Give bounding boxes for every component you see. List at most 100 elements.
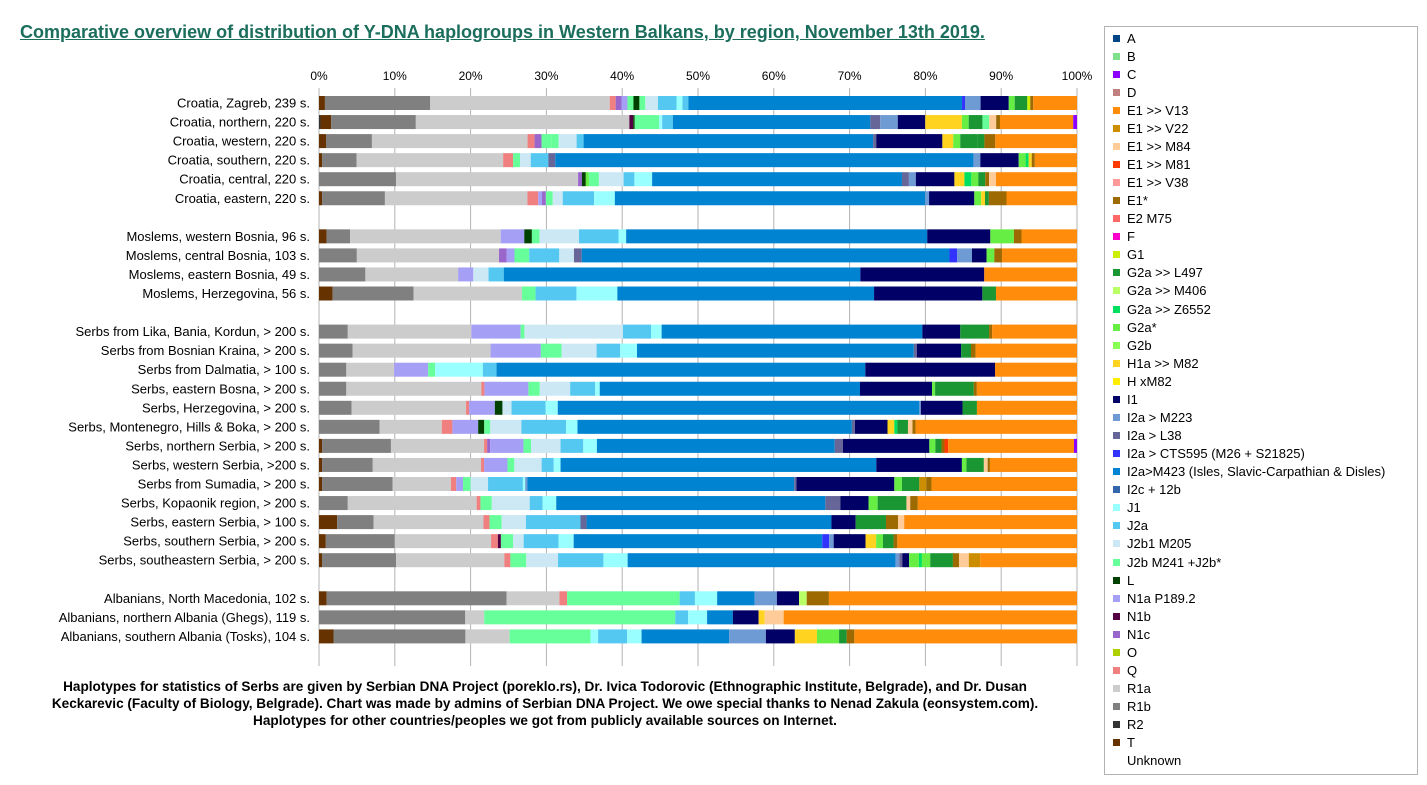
bar-segment: J2b1 M205 [491,496,530,511]
bar-segment: E1 >> V13 [931,477,1077,491]
legend-label: I2a > CTS595 (M26 + S21825) [1127,446,1305,462]
legend-label: G2b [1127,337,1152,353]
bar-segment: N1a P189.2 [621,96,628,110]
bar-segment: T [319,477,323,491]
legend-label: A [1127,30,1136,46]
legend-item: J1 [1113,499,1141,517]
bar-segment: Q [484,438,488,453]
bar-segment: G2a >> L497 [960,324,990,339]
bar-segment: G2a* [868,496,878,511]
category-label: Moslems, Herzegovina, 56 s. [142,286,310,301]
legend-label: G2a >> Z6552 [1127,301,1211,317]
bar-segment: I2a > L38 [580,515,587,530]
bar-segment: H1a >> M82 [865,534,877,549]
bar-segment: R1b [319,324,348,339]
x-axis-ticks: 0% 10% 20% 30% 40% 50% 60% 70% 80% 90% 100% [310,69,1092,83]
bar-segment: R1b [319,362,347,377]
bar-row: TR1bR1aQN1a P189.2N1cJ2b M241 +J2b*J2b1 … [319,191,1077,206]
legend-item: A [1113,29,1136,47]
legend-swatch [1113,70,1120,78]
legend-label: R2 [1127,717,1144,733]
x-tick-label: 90% [989,69,1013,83]
bar-segment: J2a [558,553,604,568]
legend-label: H1a >> M82 [1127,355,1199,371]
bar-segment: E1* [994,248,1003,263]
bar-segment: T [319,591,327,606]
bar-segment: J1 [576,286,618,301]
bar-segment: I2a>M423 (Isles, Slavic-Carpathian & Dis… [503,267,861,282]
legend-swatch [1113,703,1120,711]
bar-segment: J2b M241 +J2b* [521,286,536,301]
bar-segment: I2a>M423 (Isles, Slavic-Carpathian & Dis… [586,515,832,530]
x-tick-label: 70% [838,69,862,83]
bar-segment: H1a >> M82 [942,134,954,149]
bar-segment: G2a >> L497 [930,553,953,568]
bar-segment: J2a [511,400,546,415]
bar-segment: J2b M241 +J2b* [500,534,514,549]
bar-segment: J2a [560,438,584,453]
bar-segment: I2a > M223 [965,96,981,110]
bar-segment: T [319,191,323,206]
x-tick-label: 60% [762,69,786,83]
bar-segment: E1 >> M84 [907,419,913,434]
legend-item: G1 [1113,246,1144,264]
bar-segment: I2a>M423 (Isles, Slavic-Carpathian & Dis… [599,381,860,396]
legend-swatch [1113,468,1120,476]
bar-segment: J2b M241 +J2b* [545,191,553,206]
bar-segment: G2a >> M406 [799,591,807,606]
bar-row: R1bR1aN1cLG2a*J2b M241 +J2b*J2b1 M205J2a… [319,172,1077,187]
bar-row: R1bR1aN1a P189.2J2b M241 +J2b*J1J2aI2a>M… [319,362,1077,377]
category-label: Croatia, northern, 220 s. [170,115,310,130]
legend-item: T [1113,734,1135,752]
bar-segment: I1 [843,438,930,453]
bar-segment: I2a > L38 [548,153,556,168]
bar-segment: J2a [623,172,635,187]
legend-swatch [1113,612,1120,620]
bar-segment: J2a [488,477,523,491]
bar-segment: G2a* [1018,153,1026,168]
bar-segment: J2b M241 +J2b* [588,172,599,187]
legend-label: I2c + 12b [1127,482,1181,498]
bar-segment: I1 [902,553,910,568]
bar-segment: Q [450,477,457,491]
bar-segment: J2a [598,629,628,644]
legend-label: J2b M241 +J2b* [1127,554,1222,570]
bar-segment: J2b M241 +J2b* [484,419,491,434]
bar-row: TR1bR1aN1a P189.2LJ2b M241 +J2b*J2b1 M20… [319,229,1077,244]
bar-segment: R1a [356,248,500,263]
legend-label: L [1127,572,1135,588]
bar-segment: I2a > L38 [825,496,841,511]
legend-swatch [1113,323,1120,331]
x-tick-label: 20% [459,69,483,83]
bar-segment: R1b [326,229,351,244]
category-label: Croatia, western, 220 s. [173,134,310,149]
bar-segment: G2a* [585,172,589,187]
bar-segment: E1 >> M84 [989,172,997,187]
bar-segment: J2a [562,191,595,206]
category-label: Croatia, eastern, 220 s. [175,191,310,206]
bar-segment: E1* [989,324,993,339]
bar-segment: G2a >> L497 [935,381,974,396]
bar-segment: J1 [603,553,628,568]
legend-swatch [1113,124,1120,132]
bar-segment: I2a>M423 (Isles, Slavic-Carpathian & Dis… [560,457,877,472]
bar-segment: I1 [929,191,975,206]
bar-segment: J2a [535,286,577,301]
bar-segment: T [319,153,323,168]
bar-segment: I2a>M423 (Isles, Slavic-Carpathian & Dis… [614,191,926,206]
bar-segment: E1 >> V13 [980,553,1077,568]
bar-segment: I2a > CTS595 (M26 + S21825) [962,96,966,110]
bar-segment: E1 >> V13 [917,496,1077,511]
bar-segment: I2a>M423 (Isles, Slavic-Carpathian & Dis… [627,553,896,568]
legend-item: N1a P189.2 [1113,589,1196,607]
bar-segment: I2a > M223 [754,591,777,606]
bar-segment: E1 >> V13 [1002,248,1077,263]
bar-segment: J2b M241 +J2b* [484,610,676,625]
category-label: Serbs, Herzegovina, > 200 s. [142,400,310,415]
legend-label: I2a>M423 (Isles, Slavic-Carpathian & Dis… [1127,464,1386,480]
legend-item: G2a* [1113,318,1157,336]
bar-segment: R1a [396,553,505,568]
bar-segment: E1 >> V13 [904,515,1077,530]
bar-segment: I1 [833,534,866,549]
bar-segment: I2a>M423 (Isles, Slavic-Carpathian & Dis… [636,343,914,358]
